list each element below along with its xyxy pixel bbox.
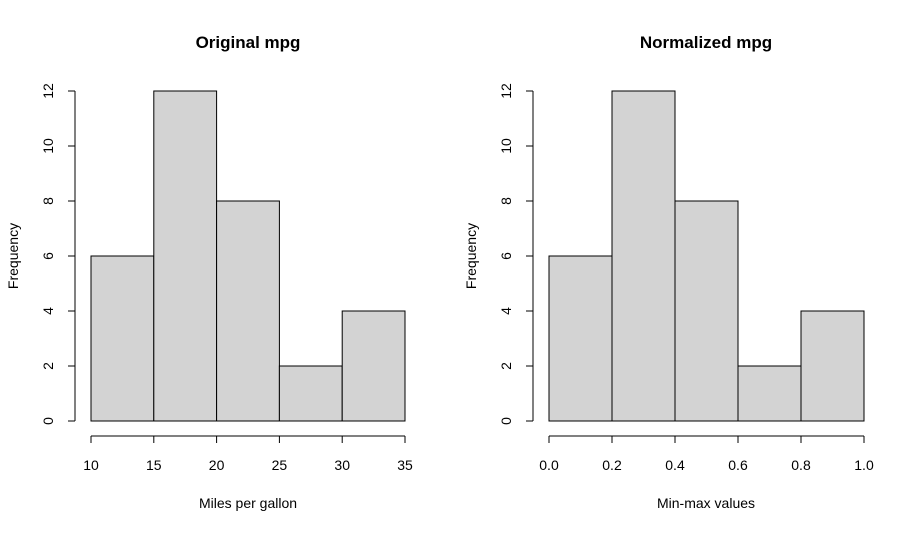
panel-original-mpg: Original mpg Miles per gallon Frequency …	[5, 33, 413, 511]
histogram-bar	[737, 365, 802, 422]
chart-title: Normalized mpg	[640, 33, 772, 52]
y-tick-label: 12	[40, 83, 56, 99]
bars	[548, 90, 865, 422]
x-tick-label: 30	[334, 457, 350, 473]
y-tick-label: 6	[498, 252, 514, 260]
x-axis-label: Min-max values	[657, 495, 755, 511]
x-axis-label: Miles per gallon	[199, 495, 297, 511]
y-tick-label: 2	[40, 362, 56, 370]
y-tick-label: 8	[40, 197, 56, 205]
x-tick-label: 0.6	[728, 457, 748, 473]
y-tick-label: 8	[498, 197, 514, 205]
histogram-bar	[341, 310, 406, 422]
chart-title: Original mpg	[196, 33, 301, 52]
y-tick-label: 10	[498, 138, 514, 154]
y-axis-label: Frequency	[463, 223, 479, 289]
histogram-bar	[90, 255, 155, 422]
y-tick-label: 0	[40, 417, 56, 425]
histogram-bar	[153, 90, 218, 422]
x-tick-label: 35	[397, 457, 413, 473]
y-axis: 0 2 4 6 8 10 12	[498, 83, 534, 425]
x-axis: 10 15 20 25 30 35	[83, 435, 413, 473]
y-tick-label: 4	[498, 307, 514, 315]
y-tick-label: 6	[40, 252, 56, 260]
histogram-bar	[800, 310, 865, 422]
y-axis-label: Frequency	[5, 223, 21, 289]
histogram-bar	[216, 200, 280, 422]
y-tick-label: 4	[40, 307, 56, 315]
histogram-bar	[548, 255, 613, 422]
x-tick-label: 0.2	[602, 457, 622, 473]
histogram-bar	[611, 90, 676, 422]
y-tick-label: 0	[498, 417, 514, 425]
x-tick-label: 0.4	[665, 457, 685, 473]
x-tick-label: 0.0	[539, 457, 559, 473]
x-tick-label: 25	[272, 457, 288, 473]
y-tick-label: 12	[498, 83, 514, 99]
histogram-bar	[674, 200, 739, 422]
x-tick-label: 15	[146, 457, 162, 473]
y-tick-label: 10	[40, 138, 56, 154]
x-tick-label: 20	[209, 457, 225, 473]
y-axis: 0 2 4 6 8 10 12	[40, 83, 76, 425]
panel-normalized-mpg: Normalized mpg Min-max values Frequency …	[463, 33, 874, 511]
x-tick-label: 1.0	[854, 457, 874, 473]
y-tick-label: 2	[498, 362, 514, 370]
x-axis: 0.0 0.2 0.4 0.6 0.8 1.0	[539, 435, 874, 473]
x-tick-label: 0.8	[791, 457, 811, 473]
bars	[90, 90, 406, 422]
histogram-bar	[278, 365, 343, 422]
x-tick-label: 10	[83, 457, 99, 473]
